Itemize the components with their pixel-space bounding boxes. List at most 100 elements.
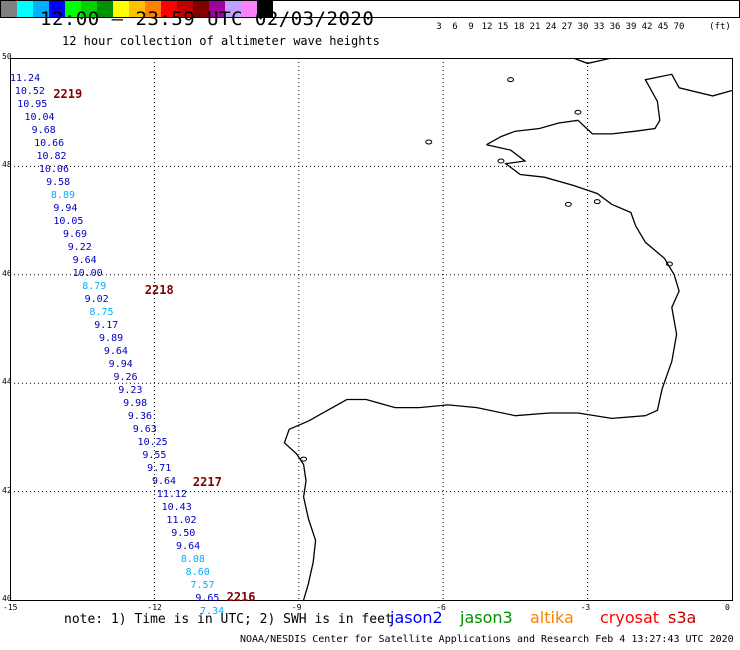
scale-label: 9 — [468, 22, 474, 32]
scale-swatch — [193, 1, 209, 17]
lon-tick-label: -6 — [436, 603, 446, 612]
swh-value: 9.55 — [142, 449, 167, 461]
legend-item-s3a: s3a — [668, 608, 697, 627]
scale-swatch — [97, 1, 113, 17]
legend-item-jason2: jason2 — [390, 608, 443, 627]
scale-label: 12 — [481, 22, 493, 32]
scale-label: 70 — [673, 22, 685, 32]
swh-value: 9.69 — [62, 228, 88, 240]
legend-item-altika: altika — [530, 608, 574, 627]
swh-value: 9.23 — [118, 384, 143, 396]
scale-label: 45 — [657, 22, 669, 32]
scale-label: 15 — [497, 22, 509, 32]
swh-value: 8.60 — [185, 566, 210, 578]
swh-value: 9.64 — [176, 540, 201, 552]
scale-label: 18 — [513, 22, 525, 32]
scale-swatch — [209, 1, 225, 17]
swh-value: 9.63 — [132, 423, 157, 435]
swh-value: 10.25 — [137, 436, 168, 448]
swh-value: 9.26 — [113, 371, 138, 383]
color-scale-bar — [0, 0, 740, 18]
swh-value: 8.89 — [50, 189, 75, 201]
swh-value: 10.95 — [17, 98, 48, 110]
scale-swatch — [1, 1, 17, 17]
lat-tick-label: 44 — [2, 377, 12, 387]
swh-value: 11.12 — [156, 488, 187, 500]
swh-value: 10.04 — [24, 112, 55, 124]
coastline — [283, 398, 646, 601]
swh-value: 7.34 — [200, 605, 225, 617]
pass-number: 2219 — [53, 87, 83, 102]
scale-label: 30 — [577, 22, 589, 32]
map-title: 12:00 – 23:59 UTC 02/03/2020 — [40, 8, 375, 30]
swh-value: 7.57 — [190, 579, 215, 591]
scale-label: 6 — [452, 22, 458, 32]
scale-swatch — [33, 1, 49, 17]
swh-value: 9.58 — [46, 176, 71, 188]
scale-label: 27 — [561, 22, 573, 32]
swh-value: 10.52 — [14, 85, 45, 97]
scale-swatch — [49, 1, 65, 17]
legend-item-jason3: jason3 — [460, 608, 513, 627]
note-text: note: 1) Time is in UTC; 2) SWH is in fe… — [64, 612, 393, 627]
scale-label: 3 — [436, 22, 442, 32]
swh-value: 10.66 — [34, 138, 65, 150]
legend-item-cryosat: cryosat — [600, 608, 660, 627]
swh-value: 10.82 — [36, 151, 67, 163]
scale-swatch — [17, 1, 33, 17]
scale-label: 42 — [641, 22, 653, 32]
map-frame — [10, 58, 733, 601]
lon-tick-label: 0 — [725, 603, 730, 612]
swh-value: 9.94 — [53, 202, 78, 214]
credit-line: NOAA/NESDIS Center for Satellite Applica… — [240, 634, 734, 645]
scale-label: 21 — [529, 22, 541, 32]
swh-value: 9.94 — [108, 358, 133, 370]
island — [425, 139, 433, 145]
lat-tick-label: 46 — [2, 268, 12, 278]
lat-tick-label: 48 — [2, 160, 12, 170]
swh-value: 9.50 — [171, 527, 196, 539]
scale-label: 33 — [593, 22, 605, 32]
island — [300, 456, 308, 462]
scale-swatch — [65, 1, 81, 17]
scale-swatch — [257, 1, 273, 17]
swh-value: 11.02 — [166, 514, 197, 526]
island — [574, 109, 582, 115]
pass-number: 2217 — [192, 474, 222, 489]
pass-number: 2216 — [226, 590, 256, 605]
swh-value: 9.65 — [195, 592, 220, 604]
lon-tick-label: -9 — [291, 603, 302, 612]
scale-swatch — [145, 1, 161, 17]
island — [564, 201, 572, 207]
swh-value: 10.43 — [161, 501, 192, 513]
map-plot — [10, 58, 733, 601]
swh-value: 10.06 — [38, 163, 69, 175]
swh-value: 9.64 — [72, 254, 97, 266]
island — [507, 77, 515, 83]
scale-swatch — [161, 1, 177, 17]
swh-value: 9.71 — [147, 462, 172, 474]
swh-value: 10.00 — [72, 267, 103, 279]
island — [593, 199, 601, 205]
pass-number: 2218 — [144, 282, 174, 297]
swh-value: 9.64 — [151, 475, 177, 487]
coastline — [486, 58, 612, 65]
coastline — [486, 144, 680, 417]
swh-value: 8.08 — [180, 553, 205, 565]
lat-tick-label: 50 — [2, 52, 12, 61]
scale-swatch — [129, 1, 145, 17]
swh-value: 11.24 — [10, 72, 41, 84]
swh-value: 10.05 — [53, 215, 84, 227]
coastline — [486, 73, 733, 146]
scale-unit-label: (ft) — [709, 22, 731, 32]
lon-tick-label: -15 — [3, 603, 18, 612]
lon-tick-label: -3 — [580, 603, 591, 612]
scale-label: 39 — [625, 22, 637, 32]
swh-value: 8.75 — [89, 306, 114, 318]
swh-value: 9.02 — [84, 293, 109, 305]
island — [665, 261, 673, 267]
island — [497, 158, 505, 164]
map-subtitle: 12 hour collection of altimeter wave hei… — [62, 34, 380, 48]
lat-tick-label: 42 — [2, 485, 12, 495]
scale-label: 24 — [545, 22, 557, 32]
